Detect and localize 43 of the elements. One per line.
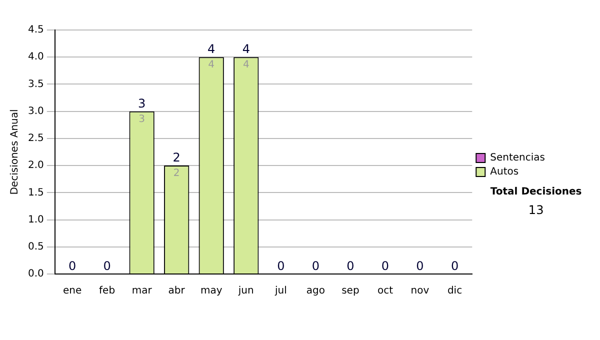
y-tick-label: 2.0	[28, 160, 44, 172]
y-tick-label: 2.5	[28, 133, 44, 144]
x-tick-label: abr	[168, 286, 186, 297]
total-label: 0	[312, 259, 320, 274]
text: 13	[528, 203, 544, 218]
total-label: 0	[277, 259, 285, 274]
total-label: 4	[208, 42, 216, 56]
x-tick-label: may	[200, 286, 222, 297]
total-label: 0	[416, 259, 424, 274]
x-tick-label: feb	[99, 286, 116, 297]
y-tick-label: 4.5	[28, 24, 44, 36]
x-tick-label: ago	[306, 286, 325, 297]
y-tick-label: 0.0	[28, 268, 44, 280]
x-tick-label: dic	[447, 286, 462, 297]
total-label: 4	[242, 42, 250, 56]
x-tick-label: mar	[132, 286, 153, 297]
data-label: 4	[242, 60, 250, 71]
text: Total Decisiones	[490, 186, 582, 198]
y-tick-label: 0.5	[28, 241, 44, 252]
y-tick-label: 4.0	[28, 52, 44, 63]
data-label: 2	[173, 168, 180, 180]
legend-label: Autos	[490, 166, 519, 178]
data-label: 3	[138, 114, 146, 125]
x-tick-label: ene	[62, 286, 82, 297]
x-tick-label: jul	[274, 286, 287, 297]
data-label: 4	[208, 60, 215, 71]
total-label: 2	[172, 150, 180, 165]
total-label: 0	[346, 259, 354, 274]
y-tick-label: 3.0	[28, 106, 44, 117]
legend-label: Sentencias	[490, 152, 546, 164]
x-tick-label: sep	[342, 286, 360, 297]
total-label: 0	[450, 259, 459, 274]
y-tick-label: 1.0	[28, 214, 44, 226]
x-tick-label: jun	[237, 286, 254, 297]
x-tick-label: oct	[377, 286, 394, 297]
total-label: 0	[381, 259, 390, 274]
total-label: 0	[103, 259, 111, 274]
y-tick-label: 3.5	[28, 78, 44, 90]
total-label: 0	[68, 259, 76, 274]
y-axis-title: Decisiones Anual	[10, 109, 21, 195]
y-tick-label: 1.5	[28, 187, 44, 198]
x-tick-label: nov	[410, 286, 430, 297]
total-label: 3	[138, 96, 146, 110]
